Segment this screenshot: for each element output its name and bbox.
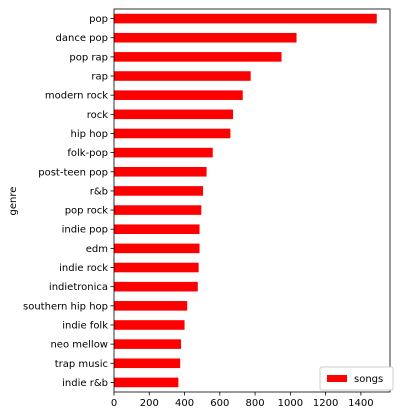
bar-indietronica [114, 281, 198, 292]
bar-indie-r-b [114, 377, 179, 388]
category-label: pop rap [69, 52, 108, 63]
category-label: r&b [90, 186, 108, 197]
category-labels: pop dance pop pop rap rap modern rock rock hip… [23, 14, 114, 389]
category-label: trap music [55, 359, 108, 370]
bar-rap [114, 71, 251, 81]
plot-border [113, 8, 391, 393]
legend-swatch [327, 375, 347, 382]
category-label: pop [89, 14, 108, 25]
category-label: folk-pop [67, 148, 108, 159]
x-axis-ticks: 0 200 400 600 800 1000 1200 1400 [111, 392, 374, 409]
x-tick-label: 1400 [348, 398, 373, 409]
category-label: modern rock [45, 91, 108, 102]
bar-post-teen-pop [114, 166, 207, 177]
y-axis-title: genre [8, 187, 19, 216]
category-label: neo mellow [50, 340, 108, 351]
category-label: southern hip hop [23, 301, 108, 312]
plot-frame [113, 8, 391, 393]
category-label: indie r&b [62, 378, 108, 389]
x-tick-label: 200 [140, 398, 159, 409]
bar-dance-pop [114, 32, 297, 43]
x-tick-label: 1000 [278, 398, 303, 409]
bar-trap-music [114, 358, 181, 369]
category-label: indietronica [49, 282, 108, 293]
category-label: hip hop [71, 129, 108, 140]
category-label: pop rock [65, 206, 109, 217]
bar-indie-pop [114, 224, 200, 235]
legend: songs [319, 366, 394, 391]
category-label: indie rock [59, 263, 108, 274]
x-tick-label: 800 [246, 398, 265, 409]
bar-hip-hop [114, 128, 231, 139]
x-tick-label: 0 [111, 398, 117, 409]
bar-indie-rock [114, 262, 199, 273]
bar-southern-hip-hop [114, 301, 188, 311]
category-label: rock [87, 110, 109, 121]
x-tick-label: 600 [210, 398, 229, 409]
bars-layer [114, 13, 377, 388]
x-tick-label: 1200 [313, 398, 338, 409]
category-label: indie pop [62, 225, 108, 236]
category-label: rap [91, 72, 108, 83]
bar-neo-mellow [114, 339, 182, 349]
x-tick-label: 400 [175, 398, 194, 409]
bar-r-b [114, 186, 204, 196]
bar-pop-rap [114, 52, 282, 62]
bar-folk-pop [114, 147, 213, 158]
legend-label: songs [354, 374, 383, 385]
legend-box [319, 366, 394, 391]
bar-rock [114, 109, 234, 120]
bar-modern-rock [114, 90, 243, 100]
category-label: indie folk [62, 320, 108, 331]
bar-pop-rock [114, 205, 202, 215]
bar-pop [114, 13, 377, 24]
bar-edm [114, 243, 200, 254]
category-label: edm [86, 244, 108, 255]
bar-indie-folk [114, 320, 185, 330]
category-label: dance pop [56, 33, 108, 44]
category-label: post-teen pop [38, 167, 108, 178]
